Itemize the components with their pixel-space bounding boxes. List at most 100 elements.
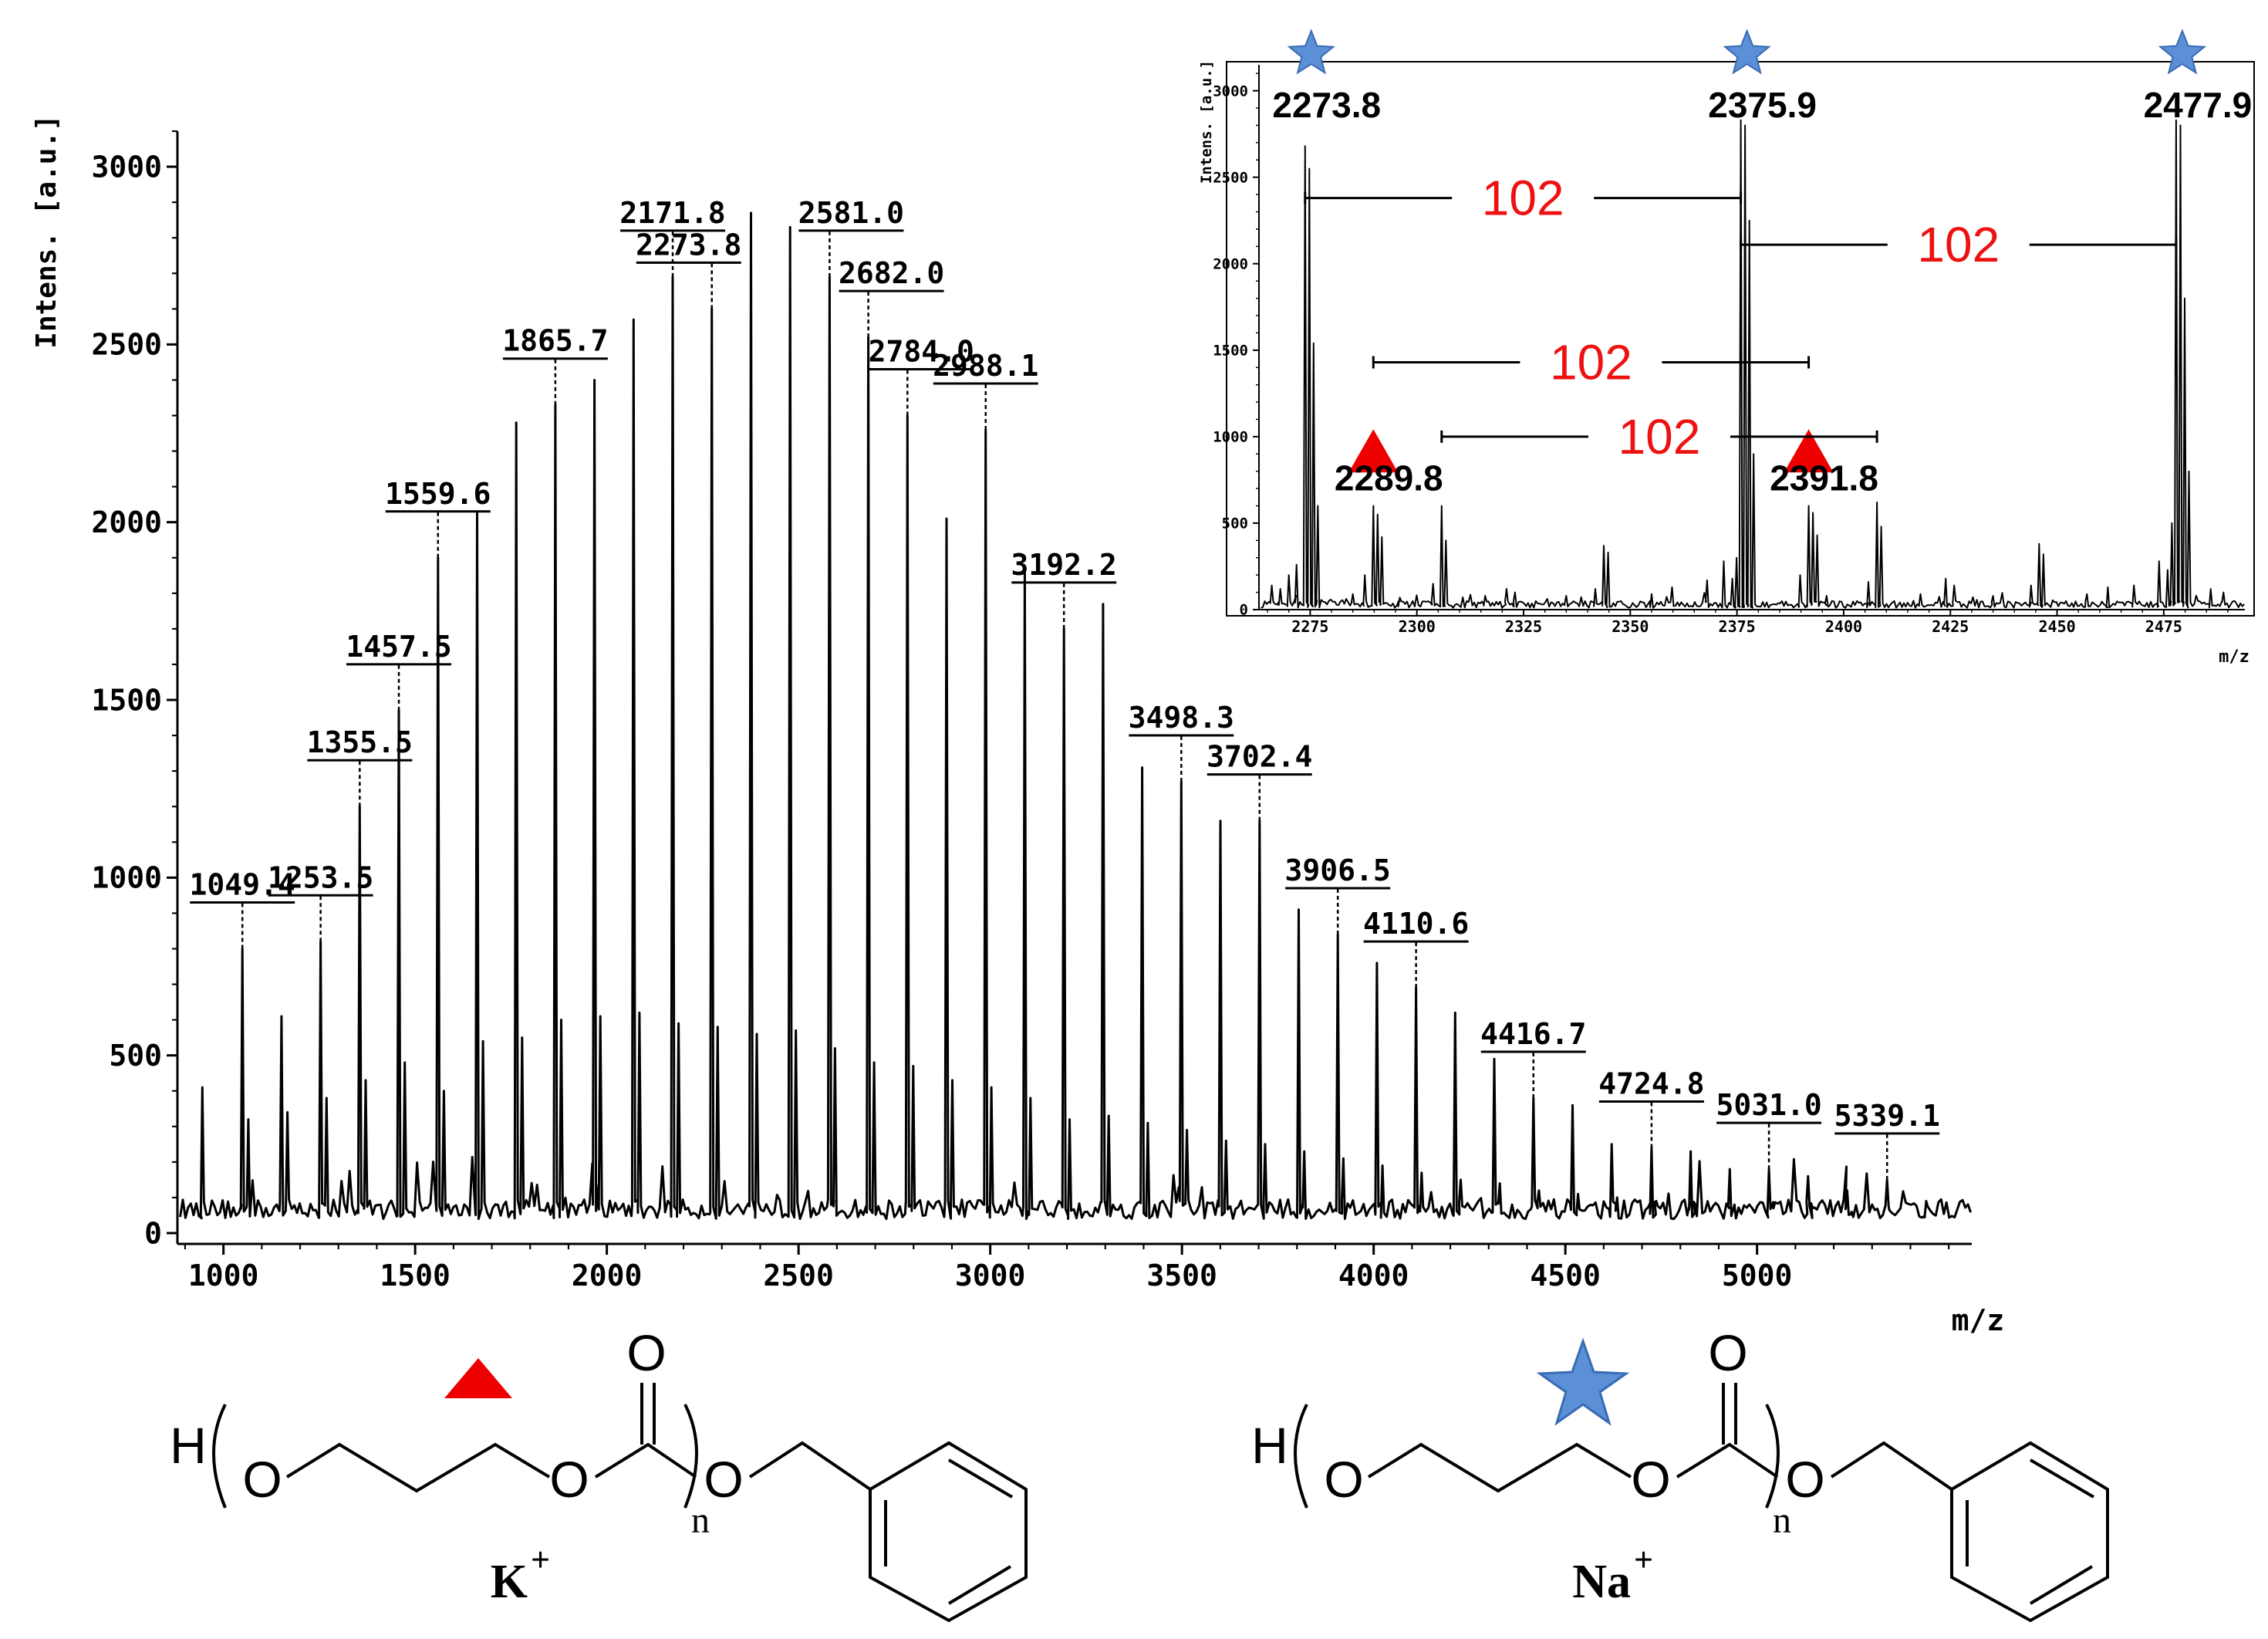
- x-tick-label: 1500: [380, 1259, 451, 1293]
- x-tick-label: 2375: [1719, 617, 1756, 636]
- ester-oxygen: O: [549, 1451, 589, 1508]
- star-marker: [1287, 29, 1335, 75]
- repeat-bracket-open: [1294, 1404, 1308, 1509]
- inset-peak-label: 2375.9: [1708, 85, 1817, 125]
- inset-peak-label: 2477.9: [2144, 85, 2253, 125]
- x-tick-label: 2000: [572, 1259, 643, 1293]
- x-tick-label: 2450: [2038, 617, 2075, 636]
- peak-label: 2988.1: [933, 349, 1038, 383]
- inset-x-axis-title: m/z: [2219, 647, 2249, 667]
- benzyl-oxygen: O: [704, 1451, 743, 1508]
- peak-label: 3498.3: [1129, 701, 1234, 735]
- structure-na-plus: H O O O n O Na +: [1251, 1324, 2109, 1623]
- y-tick-label: 1000: [1213, 429, 1248, 446]
- repeat-subscript: n: [691, 1500, 710, 1541]
- y-tick-label: 500: [1222, 515, 1248, 532]
- ion-symbol: Na: [1572, 1556, 1631, 1608]
- triangle-marker: [444, 1358, 512, 1398]
- x-tick-label: 1000: [188, 1259, 259, 1293]
- x-tick-label: 4000: [1338, 1259, 1409, 1293]
- peak-label: 2581.0: [798, 196, 904, 230]
- peak-label: 1253.5: [268, 860, 373, 894]
- inset-spectrum-chart: Intens. [a.u.] m/z 0 500 1000 1500 2000 2500 3…: [1198, 29, 2255, 667]
- triangle-marker: [1348, 429, 1399, 473]
- peak-label: 1355.5: [307, 725, 413, 759]
- y-tick-label: 3000: [1213, 83, 1248, 100]
- repeat-bracket-close: [1765, 1404, 1780, 1509]
- peak-label: 1457.5: [346, 630, 451, 664]
- chain-bonds: [285, 1442, 551, 1493]
- benzyl-oxygen: O: [1785, 1451, 1824, 1508]
- x-tick-label: 2300: [1399, 617, 1436, 636]
- benzene-double-bonds: [884, 1458, 1014, 1605]
- ion-label: Na: [1572, 1556, 1631, 1608]
- peak-label: 4110.6: [1363, 907, 1469, 941]
- main-spectrum-chart: Intens. [a.u.] m/z 0 500 1000 1500 2000 2500 3…: [31, 114, 2004, 1337]
- benzyl-bonds: [1830, 1441, 1953, 1491]
- main-spectrum-trace: [179, 211, 1973, 1221]
- x-tick-label: 3500: [1146, 1259, 1217, 1293]
- peak-label: 5031.0: [1716, 1088, 1821, 1122]
- ion-symbol: K: [491, 1556, 528, 1608]
- peak-label: 2682.0: [839, 256, 944, 290]
- inset-peak-label: 2391.8: [1770, 458, 1878, 498]
- y-tick-label: 3000: [91, 150, 162, 184]
- chain-bonds: [1367, 1442, 1632, 1493]
- peak-label: 3702.4: [1207, 740, 1312, 774]
- y-tick-label: 2000: [91, 505, 162, 539]
- ether-oxygen: O: [242, 1451, 282, 1508]
- peak-label: 3192.2: [1011, 548, 1117, 582]
- x-tick-label: 2475: [2145, 617, 2182, 636]
- carbonyl-bonds: [594, 1442, 697, 1478]
- peak-label: 1865.7: [502, 324, 608, 358]
- x-tick-label: 5000: [1722, 1259, 1793, 1293]
- inset-x-axis: 2275 2300 2325 2350 2375 2400 2425 2450 2475: [1259, 609, 2245, 636]
- peak-label: 1559.6: [385, 477, 491, 511]
- triangle-marker: [1784, 429, 1834, 473]
- x-tick-label: 3000: [955, 1259, 1026, 1293]
- benzene-ring: [869, 1441, 1028, 1623]
- x-tick-label: 4500: [1530, 1259, 1601, 1293]
- y-tick-label: 1500: [1213, 342, 1248, 359]
- y-tick-label: 2000: [1213, 255, 1248, 272]
- peak-label: 2273.8: [636, 228, 741, 262]
- benzene-double-bonds: [1966, 1458, 2095, 1605]
- benzyl-bonds: [748, 1441, 872, 1491]
- inset-peak-labels: 2273.8 2289.8 2375.9 2391.8 2477.9: [1272, 29, 2253, 498]
- x-tick-label: 2500: [763, 1259, 834, 1293]
- carbonyl-bonds: [1676, 1442, 1779, 1478]
- y-tick-label: 2500: [91, 328, 162, 362]
- inset-y-axis-title: Intens. [a.u.]: [1198, 60, 1215, 184]
- inset-peak-label: 2289.8: [1335, 458, 1443, 498]
- star-marker: [1536, 1337, 1630, 1426]
- x-tick-label: 2425: [1932, 617, 1969, 636]
- ether-oxygen: O: [1324, 1451, 1363, 1508]
- main-x-axis: 1000 1500 2000 2500 3000 3500 4000 4500 5000: [177, 1242, 1972, 1293]
- repeat-bracket-close: [683, 1404, 698, 1509]
- spacing-label: 102: [1917, 217, 2000, 272]
- star-marker: [1723, 29, 1771, 75]
- y-tick-label: 2500: [1213, 169, 1248, 186]
- repeat-bracket-open: [212, 1404, 227, 1509]
- carbonyl-double-bond: [1722, 1383, 1737, 1445]
- peak-label: 2784.0: [869, 335, 974, 369]
- y-tick-label: 1000: [91, 861, 162, 895]
- ion-label: K: [491, 1556, 528, 1608]
- benzene-ring: [1950, 1441, 2109, 1623]
- main-x-axis-title: m/z: [1952, 1303, 2005, 1337]
- peak-label: 4724.8: [1598, 1066, 1704, 1100]
- peak-label: 4416.7: [1480, 1017, 1586, 1051]
- x-tick-label: 2350: [1612, 617, 1649, 636]
- x-tick-label: 2400: [1825, 617, 1862, 636]
- spacing-label: 102: [1550, 334, 1632, 390]
- x-tick-label: 2275: [1291, 617, 1328, 636]
- inset-spacing-annotations: 102 102 102 102: [1304, 171, 2178, 465]
- main-peak-labels: 1049.41253.51355.51457.51559.61865.72171…: [190, 196, 1940, 1180]
- star-marker: [2158, 29, 2207, 75]
- ion-charge: +: [531, 1541, 550, 1579]
- ester-oxygen: O: [1631, 1451, 1670, 1508]
- spacing-label: 102: [1482, 171, 1564, 226]
- peak-label: 3906.5: [1285, 853, 1391, 887]
- y-tick-label: 1500: [91, 683, 162, 717]
